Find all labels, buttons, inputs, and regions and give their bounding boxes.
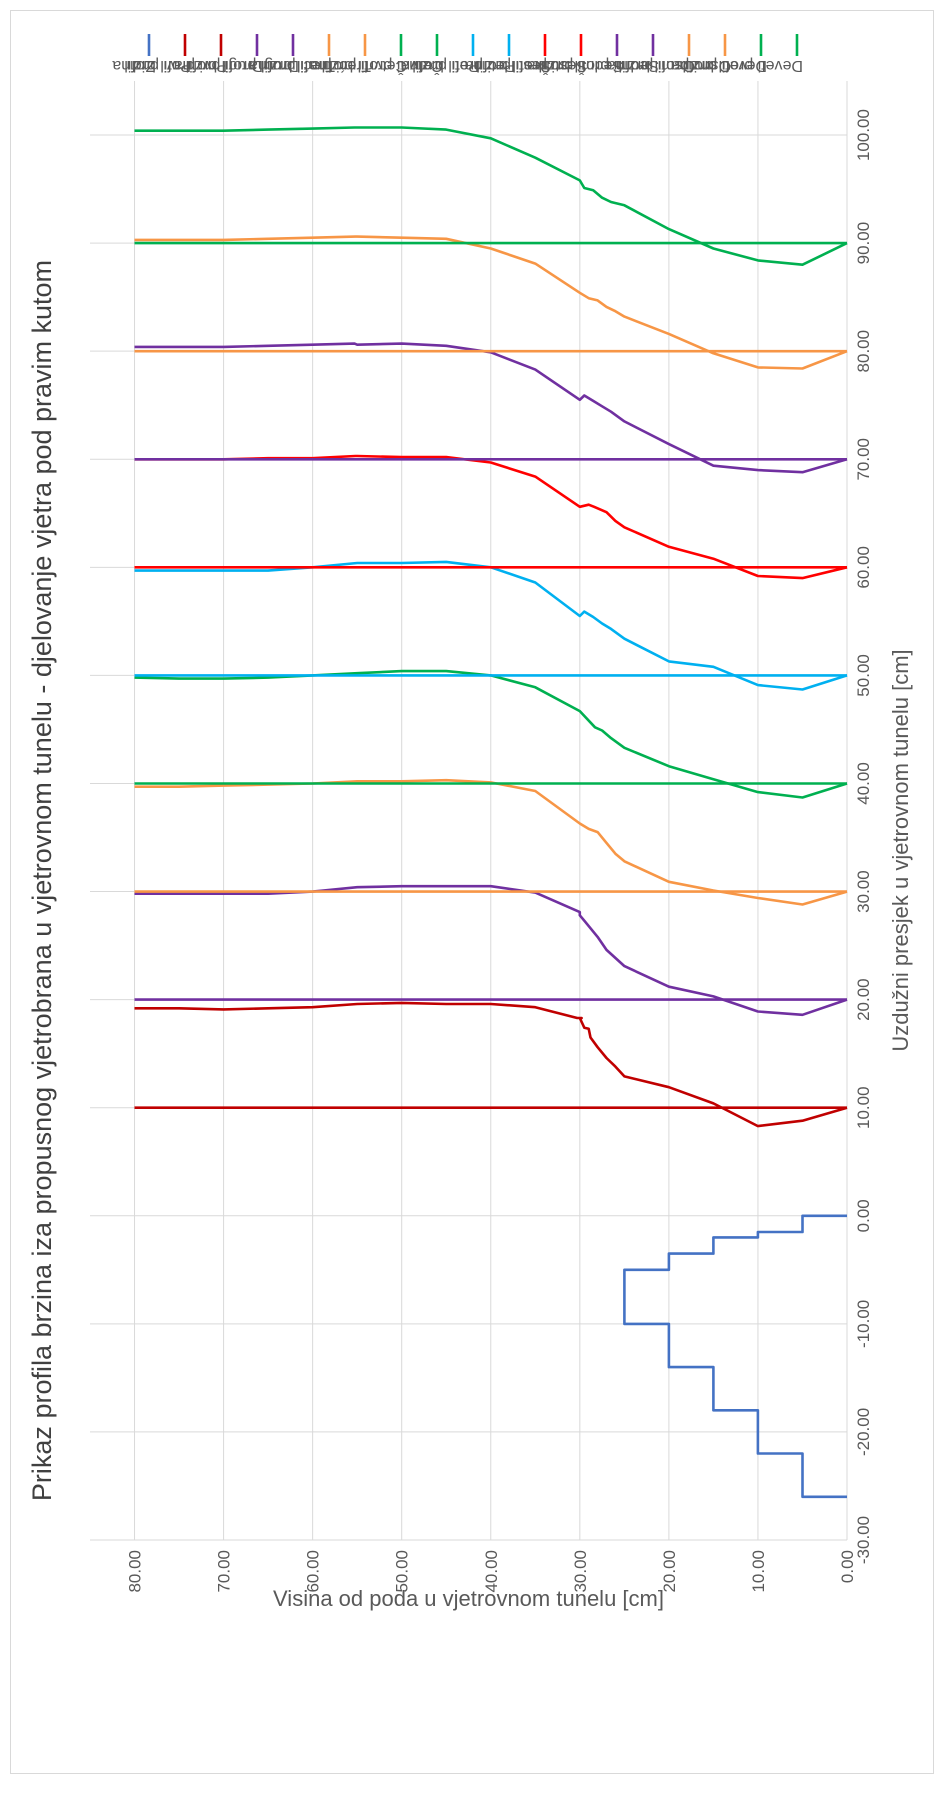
x-tick-label: 40.00 [854, 762, 873, 805]
rotated-chart-area: -30.00 -20.00 -10.00 0.00 10.00 20.00 30.00 40.… [11, 11, 946, 1796]
legend-label: Peti profil [412, 57, 479, 74]
x-tick-label: 0.00 [854, 1199, 873, 1232]
legend-label: Četvrti profil brzina [310, 57, 443, 76]
series-line [134, 235, 848, 370]
y-tick-label: 50.00 [393, 1550, 412, 1593]
x-tick-label: 30.00 [854, 870, 873, 913]
legend-label: Drugi profil brzina [174, 57, 299, 74]
chart-title: Prikaz profila brzina iza propusnog vjet… [27, 260, 57, 1501]
y-axis-title: Visina od poda u vjetrovnom tunelu [cm] [273, 1586, 664, 1611]
legend-label: Treći profil [261, 57, 335, 74]
legend-label: Drugi profil [186, 57, 263, 74]
legend-label: Deveti profil brzina [670, 57, 803, 74]
legend-label: Šesti profil [476, 57, 551, 76]
x-tick-label: 100.00 [854, 109, 873, 161]
x-tick-label: 90.00 [854, 222, 873, 265]
legend-label: Zid [133, 57, 155, 74]
y-tick-label: 20.00 [660, 1550, 679, 1593]
x-tick-label: 60.00 [854, 546, 873, 589]
x-tick-label: 10.00 [854, 1086, 873, 1129]
series-line [623, 1214, 847, 1499]
legend-label: Treći profil brzina [249, 57, 371, 74]
series-line [134, 669, 848, 799]
x-tick-label: -20.00 [854, 1408, 873, 1456]
legend-label: Peti profil brzina [400, 57, 515, 74]
series-line [134, 342, 848, 474]
y-tick-label: 30.00 [571, 1550, 590, 1593]
series-line [134, 126, 848, 267]
series-line [134, 884, 848, 1017]
legend-label: Osmi profil brzina [606, 57, 731, 74]
line-chart: -30.00 -20.00 -10.00 0.00 10.00 20.00 30.00 40.… [27, 34, 913, 1611]
y-tick-label: 10.00 [749, 1550, 768, 1593]
x-tick-label: 70.00 [854, 438, 873, 481]
legend-label: Četvrti profil [322, 57, 407, 76]
y-tick-label: 40.00 [482, 1550, 501, 1593]
x-tick-label: 80.00 [854, 330, 873, 373]
series-line [134, 560, 848, 691]
x-tick-label: 20.00 [854, 978, 873, 1021]
x-tick-label: -30.00 [854, 1516, 873, 1564]
legend-label: Prvi profil [124, 57, 191, 74]
series-line [134, 1001, 848, 1128]
legend-label: Prvi profil brzina [112, 57, 227, 74]
legend-label: Osmi profil [619, 57, 695, 74]
x-tick-label: -10.00 [854, 1300, 873, 1348]
y-tick-label: 0.00 [838, 1550, 857, 1583]
y-tick-label: 70.00 [215, 1550, 234, 1593]
x-axis-title: Uzdužni presjek u vjetrovnom tunelu [cm] [888, 649, 913, 1051]
legend-label: Šesti profil brzina [464, 57, 587, 76]
legend-label: Sedmi profil brzina [526, 57, 659, 74]
x-tick-label: 50.00 [854, 654, 873, 697]
y-tick-label: 80.00 [126, 1550, 145, 1593]
legend-label: Sedmi profil [539, 57, 623, 74]
legend-label: Deveti profil [683, 57, 767, 74]
y-tick-label: 60.00 [304, 1550, 323, 1593]
chart-frame: -30.00 -20.00 -10.00 0.00 10.00 20.00 30.00 40.… [10, 10, 934, 1774]
